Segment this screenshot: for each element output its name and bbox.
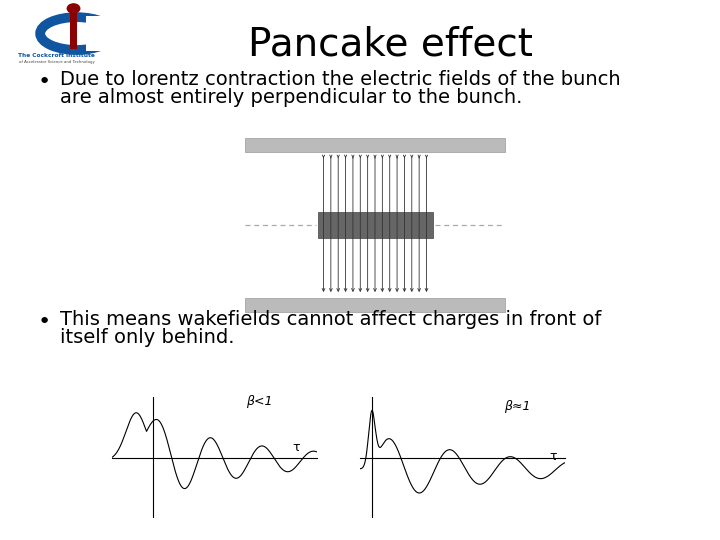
- Text: itself only behind.: itself only behind.: [60, 328, 235, 347]
- Text: The Cockcroft Institute: The Cockcroft Institute: [18, 53, 95, 58]
- Bar: [86, 16, 136, 51]
- Text: •: •: [38, 312, 51, 332]
- Bar: [318, 212, 433, 238]
- Bar: [245, 298, 505, 312]
- Text: Pancake effect: Pancake effect: [248, 25, 532, 63]
- Bar: [71, 12, 76, 49]
- Text: τ: τ: [292, 441, 300, 454]
- Text: β≈1: β≈1: [504, 400, 530, 414]
- Text: τ: τ: [549, 450, 557, 463]
- Text: •: •: [38, 72, 51, 92]
- Text: Due to lorentz contraction the electric fields of the bunch: Due to lorentz contraction the electric …: [60, 70, 621, 89]
- Text: This means wakefields cannot affect charges in front of: This means wakefields cannot affect char…: [60, 310, 601, 329]
- Circle shape: [66, 3, 81, 14]
- Text: β<1: β<1: [246, 395, 273, 408]
- Text: of Accelerator Science and Technology: of Accelerator Science and Technology: [19, 60, 94, 64]
- Text: are almost entirely perpendicular to the bunch.: are almost entirely perpendicular to the…: [60, 88, 523, 107]
- Bar: [245, 138, 505, 152]
